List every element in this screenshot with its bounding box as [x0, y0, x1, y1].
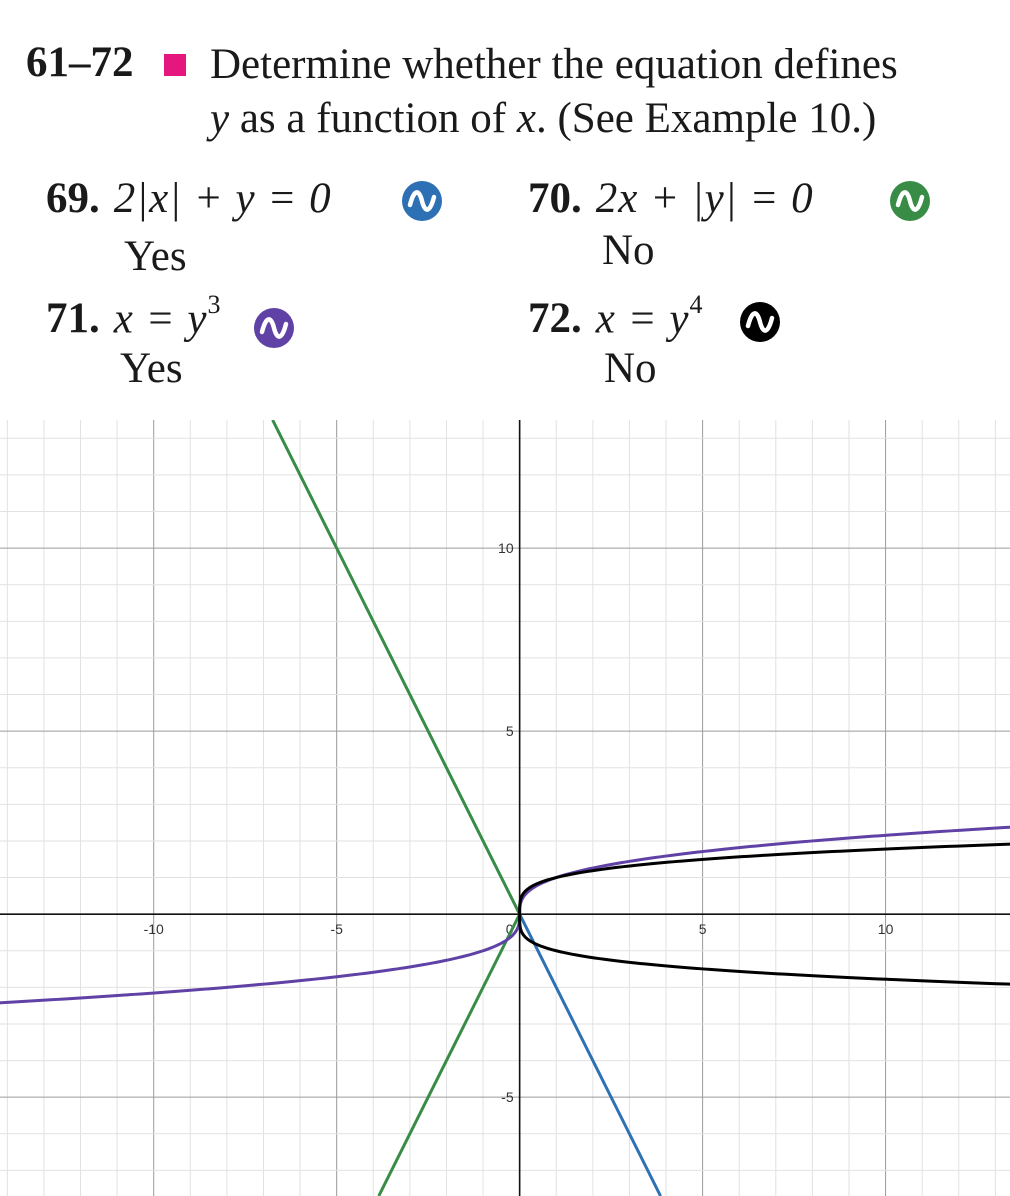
problem-equation: x = y: [595, 295, 690, 343]
desmos-wave-icon[interactable]: [740, 302, 780, 342]
instruction-mid: as a function of: [229, 95, 517, 142]
y-tick-label: -5: [501, 1089, 514, 1105]
problem-number: 72.: [528, 295, 582, 343]
instruction-line-1: Determine whether the equation defines: [210, 41, 898, 88]
problem-exponent: 4: [689, 290, 703, 319]
problem-exponent: 3: [207, 290, 221, 319]
instruction-line-2: y as a function of x. (See Example 10.): [210, 92, 898, 146]
x-tick-label: 5: [699, 921, 707, 937]
problem-70-answer: No: [602, 227, 655, 274]
y-tick-label: 10: [498, 540, 514, 556]
series-curve: [518, 913, 662, 1196]
desmos-wave-icon[interactable]: [254, 308, 294, 348]
problem-69: 69. 2|x| + y = 0: [46, 174, 332, 223]
problem-number: 71.: [46, 295, 100, 343]
exercise-range: 61–72: [26, 39, 134, 86]
function-graph: -10 -5 0 5 10 -5 5 10: [0, 420, 1010, 1196]
instruction-end: . (See Example 10.): [535, 95, 877, 142]
series-curve: [518, 842, 1010, 986]
instruction-text: Determine whether the equation defines y…: [210, 38, 898, 146]
x-tick-label: 10: [878, 921, 894, 937]
y-tick-label: 5: [506, 723, 514, 739]
var-x: x: [516, 95, 536, 142]
pink-square-marker: [164, 54, 186, 76]
problem-header: 61–72 Determine whether the equation def…: [0, 0, 1010, 420]
problem-71-answer: Yes: [120, 345, 183, 392]
problem-equation: 2|x| + y = 0: [113, 175, 332, 222]
x-tick-label: -5: [330, 921, 343, 937]
problem-equation: 2x + |y| = 0: [595, 175, 814, 222]
var-y: y: [210, 95, 230, 142]
x-tick-label: 0: [506, 921, 514, 937]
problem-equation: x = y: [113, 295, 208, 343]
problem-72: 72. x = y4: [528, 290, 702, 343]
problem-69-answer: Yes: [124, 233, 187, 280]
problem-70: 70. 2x + |y| = 0: [528, 174, 814, 223]
x-tick-label: -10: [144, 921, 164, 937]
problem-number: 70.: [528, 175, 582, 222]
problem-number: 69.: [46, 175, 100, 222]
desmos-wave-icon[interactable]: [402, 181, 442, 221]
problem-71: 71. x = y3: [46, 290, 220, 343]
desmos-wave-icon[interactable]: [890, 181, 930, 221]
problem-72-answer: No: [604, 345, 657, 392]
